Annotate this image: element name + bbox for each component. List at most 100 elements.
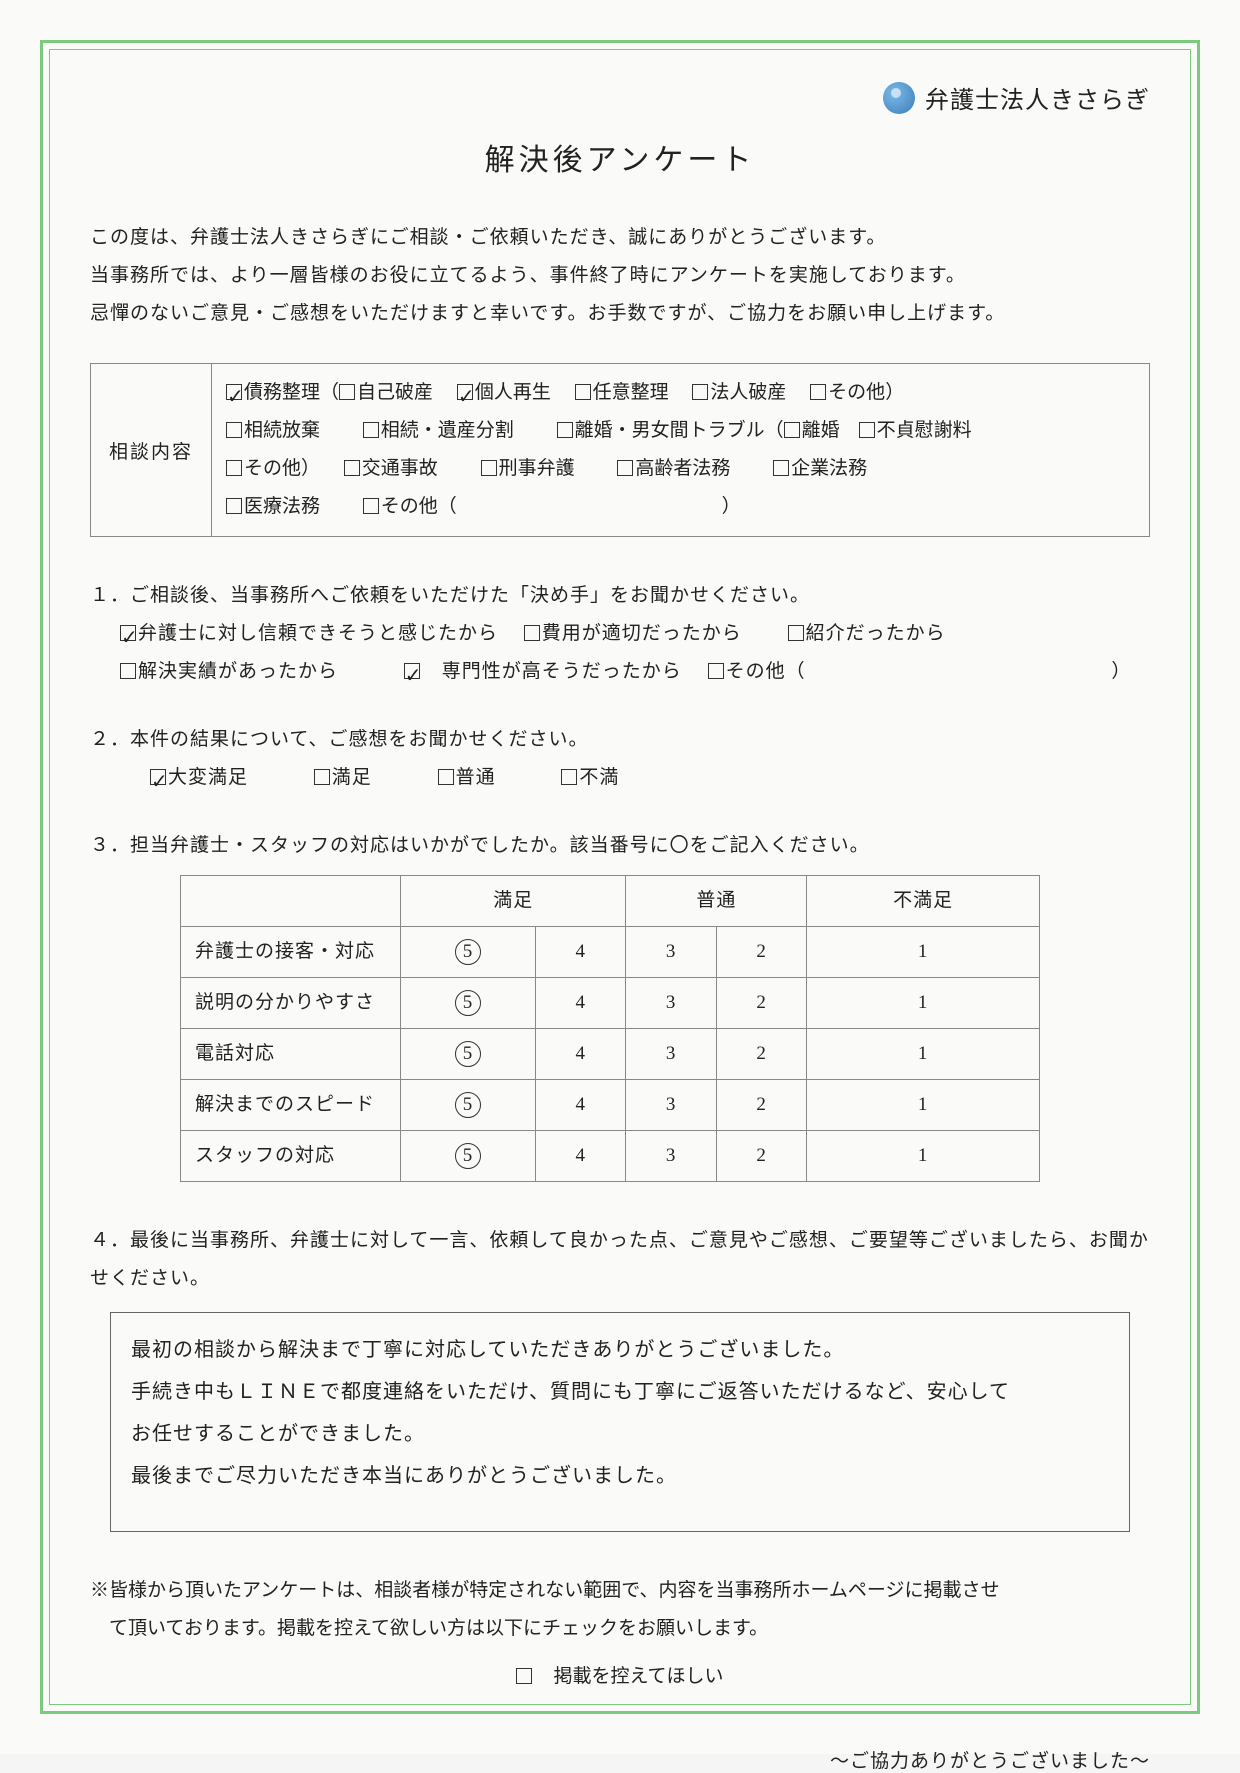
rating-cell[interactable]: 3 bbox=[626, 1029, 716, 1080]
page-title: 解決後アンケート bbox=[90, 135, 1150, 179]
comment-box[interactable]: 最初の相談から解決まで丁寧に対応していただきありがとうございました。 手続き中も… bbox=[110, 1312, 1130, 1532]
checkbox-jisseki[interactable] bbox=[120, 663, 136, 679]
rating-cell[interactable]: 2 bbox=[716, 1029, 806, 1080]
rating-row-label: 解決までのスピード bbox=[181, 1080, 401, 1131]
rating-cell[interactable]: 1 bbox=[807, 978, 1040, 1029]
rating-cell[interactable]: 2 bbox=[716, 927, 806, 978]
checkbox-niniseiri[interactable] bbox=[575, 384, 591, 400]
opt-label: 不満 bbox=[579, 767, 619, 788]
checkbox-sonota3[interactable] bbox=[363, 498, 379, 514]
checkbox-sonota2[interactable] bbox=[226, 460, 242, 476]
opt-label: その他（ bbox=[726, 661, 806, 682]
rating-cell[interactable]: 5 bbox=[401, 1080, 536, 1131]
checkbox-rikon-group[interactable] bbox=[557, 422, 573, 438]
opt-label: 交通事故 bbox=[362, 458, 438, 479]
checkbox-jikohasan[interactable] bbox=[339, 384, 355, 400]
checkbox-optout[interactable] bbox=[516, 1668, 532, 1684]
q4-text: ４．最後に当事務所、弁護士に対して一言、依頼して良かった点、ご意見やご感想、ご要… bbox=[90, 1222, 1150, 1298]
opt-label: 普通 bbox=[456, 767, 496, 788]
border-outer: 弁護士法人きさらぎ 解決後アンケート この度は、弁護士法人きさらぎにご相談・ご依… bbox=[40, 40, 1200, 1714]
checkbox-manzoku[interactable] bbox=[314, 769, 330, 785]
checkbox-q1-sonota[interactable] bbox=[708, 663, 724, 679]
q2-opts-row: 大変満足 満足 普通 不満 bbox=[90, 759, 1150, 797]
rating-selected-icon: 5 bbox=[455, 1143, 481, 1169]
rating-cell[interactable]: 5 bbox=[401, 978, 536, 1029]
opt-label: 法人破産 bbox=[710, 382, 786, 403]
rating-row-label: 弁護士の接客・対応 bbox=[181, 927, 401, 978]
opt-label: 紹介だったから bbox=[806, 623, 946, 644]
question-1: １．ご相談後、当事務所へご依頼をいただけた「決め手」をお聞かせください。 弁護士… bbox=[90, 577, 1150, 691]
rating-cell[interactable]: 3 bbox=[626, 1131, 716, 1182]
rating-cell[interactable]: 2 bbox=[716, 978, 806, 1029]
checkbox-koutsuu[interactable] bbox=[344, 460, 360, 476]
question-2: ２．本件の結果について、ご感想をお聞かせください。 大変満足 満足 普通 不満 bbox=[90, 721, 1150, 797]
intro-line: 当事務所では、より一層皆様のお役に立てるよう、事件終了時にアンケートを実施してお… bbox=[90, 257, 1150, 295]
rating-cell[interactable]: 1 bbox=[807, 1029, 1040, 1080]
consult-row: 医療法務 その他（ ） bbox=[226, 488, 1135, 526]
rating-table: 満足 普通 不満足 弁護士の接客・対応54321説明の分かりやすさ54321電話… bbox=[180, 875, 1040, 1182]
rating-cell[interactable]: 4 bbox=[535, 978, 625, 1029]
checkbox-kigyou[interactable] bbox=[773, 460, 789, 476]
rating-cell[interactable]: 2 bbox=[716, 1080, 806, 1131]
comment-line: 最後までご尽力いただき本当にありがとうございました。 bbox=[131, 1455, 1109, 1497]
intro-line: 忌憚のないご意見・ご感想をいただけますと幸いです。お手数ですが、ご協力をお願い申… bbox=[90, 295, 1150, 333]
rating-row: 解決までのスピード 5 4321 bbox=[181, 1080, 1040, 1131]
opt-label: 高齢者法務 bbox=[635, 458, 730, 479]
checkbox-senmon[interactable] bbox=[404, 663, 420, 679]
checkbox-shoukai[interactable] bbox=[788, 625, 804, 641]
intro-line: この度は、弁護士法人きさらぎにご相談・ご依頼いただき、誠にありがとうございます。 bbox=[90, 219, 1150, 257]
rating-row-label: スタッフの対応 bbox=[181, 1131, 401, 1182]
rating-cell[interactable]: 4 bbox=[535, 927, 625, 978]
opt-label: 相続・遺産分割 bbox=[381, 420, 514, 441]
consult-label: 相談内容 bbox=[91, 364, 212, 536]
rating-cell[interactable]: 3 bbox=[626, 927, 716, 978]
intro-text: この度は、弁護士法人きさらぎにご相談・ご依頼いただき、誠にありがとうございます。… bbox=[90, 219, 1150, 333]
comment-line: 最初の相談から解決まで丁寧に対応していただきありがとうございました。 bbox=[131, 1329, 1109, 1371]
rating-cell[interactable]: 3 bbox=[626, 978, 716, 1029]
checkbox-shinrai[interactable] bbox=[120, 625, 136, 641]
globe-icon bbox=[883, 82, 915, 114]
checkbox-iryou[interactable] bbox=[226, 498, 242, 514]
checkbox-fuman[interactable] bbox=[561, 769, 577, 785]
paren-close: ） bbox=[1111, 661, 1131, 682]
checkbox-futei[interactable] bbox=[859, 422, 875, 438]
rating-cell[interactable]: 4 bbox=[535, 1131, 625, 1182]
footer-note: ※皆様から頂いたアンケートは、相談者様が特定されない範囲で、内容を当事務所ホーム… bbox=[90, 1572, 1150, 1696]
comment-line: 手続き中もＬＩＮＥで都度連絡をいただけ、質問にも丁寧にご返答いただけるなど、安心… bbox=[131, 1371, 1109, 1413]
rating-cell[interactable]: 1 bbox=[807, 927, 1040, 978]
rating-cell[interactable]: 4 bbox=[535, 1080, 625, 1131]
checkbox-souzokuhouki[interactable] bbox=[226, 422, 242, 438]
rating-row: スタッフの対応 5 4321 bbox=[181, 1131, 1040, 1182]
checkbox-hiyou[interactable] bbox=[524, 625, 540, 641]
q1-text: １．ご相談後、当事務所へご依頼をいただけた「決め手」をお聞かせください。 bbox=[90, 577, 1150, 615]
rating-header-manzoku: 満足 bbox=[401, 876, 626, 927]
opt-label: 満足 bbox=[332, 767, 372, 788]
rating-row-label: 電話対応 bbox=[181, 1029, 401, 1080]
org-name: 弁護士法人きさらぎ bbox=[925, 80, 1150, 115]
checkbox-saimu[interactable] bbox=[226, 384, 242, 400]
opt-label: 費用が適切だったから bbox=[542, 623, 742, 644]
checkbox-rikon[interactable] bbox=[784, 422, 800, 438]
rating-cell[interactable]: 1 bbox=[807, 1080, 1040, 1131]
checkbox-souzokuisan[interactable] bbox=[363, 422, 379, 438]
logo-row: 弁護士法人きさらぎ bbox=[90, 80, 1150, 115]
checkbox-hojinhasan[interactable] bbox=[692, 384, 708, 400]
rating-cell[interactable]: 1 bbox=[807, 1131, 1040, 1182]
checkbox-futsuu[interactable] bbox=[438, 769, 454, 785]
rating-cell[interactable]: 2 bbox=[716, 1131, 806, 1182]
rating-cell[interactable]: 5 bbox=[401, 1131, 536, 1182]
rating-cell[interactable]: 3 bbox=[626, 1080, 716, 1131]
rating-selected-icon: 5 bbox=[455, 1092, 481, 1118]
rating-cell[interactable]: 4 bbox=[535, 1029, 625, 1080]
rating-cell[interactable]: 5 bbox=[401, 1029, 536, 1080]
checkbox-kojinsaisei[interactable] bbox=[457, 384, 473, 400]
checkbox-sonota1[interactable] bbox=[810, 384, 826, 400]
opt-label: 債務整理 bbox=[244, 382, 320, 403]
checkbox-koureisha[interactable] bbox=[617, 460, 633, 476]
q1-opts-row: 弁護士に対し信頼できそうと感じたから 費用が適切だったから 紹介だったから bbox=[90, 615, 1150, 653]
opt-label: 離婚 bbox=[802, 420, 840, 441]
opt-label: 解決実績があったから bbox=[138, 661, 338, 682]
checkbox-daihen[interactable] bbox=[150, 769, 166, 785]
rating-cell[interactable]: 5 bbox=[401, 927, 536, 978]
checkbox-keiji[interactable] bbox=[481, 460, 497, 476]
